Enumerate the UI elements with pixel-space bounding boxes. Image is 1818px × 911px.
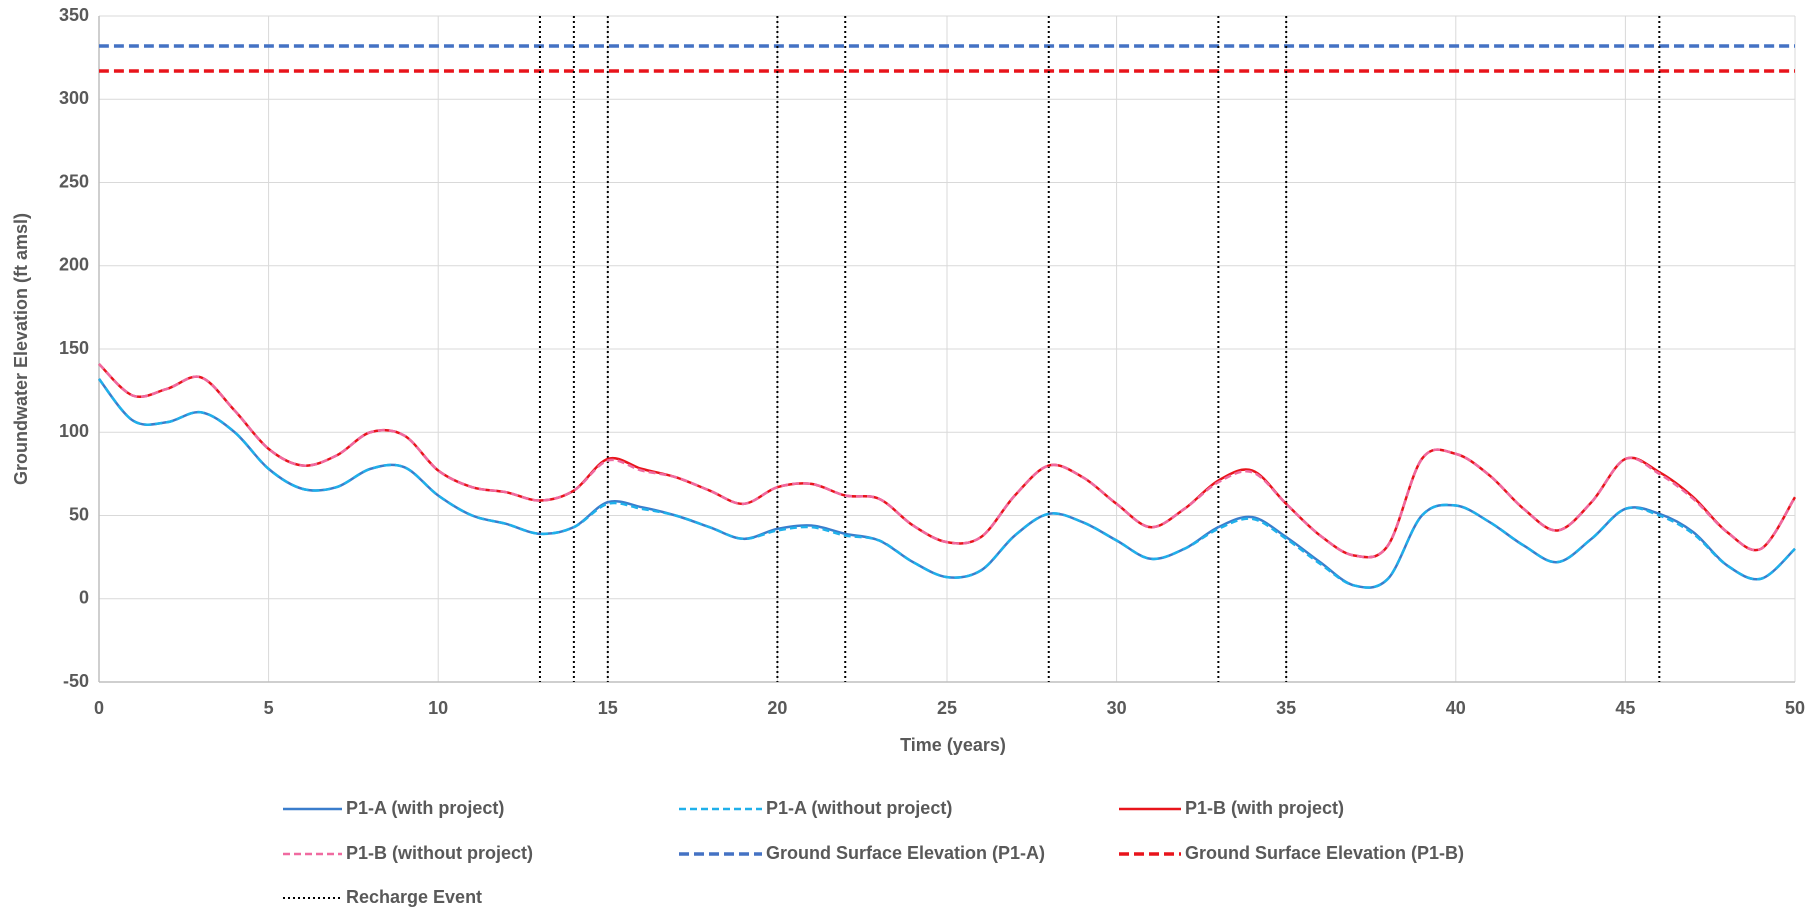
- y-tick-label: 100: [59, 421, 89, 441]
- x-tick-label: 20: [767, 698, 787, 718]
- y-tick-label: 150: [59, 338, 89, 358]
- legend-label: Recharge Event: [346, 887, 482, 907]
- x-tick-label: 15: [598, 698, 618, 718]
- legend-label: Ground Surface Elevation (P1-A): [766, 843, 1045, 863]
- x-tick-label: 40: [1446, 698, 1466, 718]
- y-tick-label: 0: [79, 588, 89, 608]
- y-tick-label: 250: [59, 171, 89, 191]
- x-tick-label: 0: [94, 698, 104, 718]
- y-tick-label: 300: [59, 88, 89, 108]
- x-tick-label: 10: [428, 698, 448, 718]
- legend-label: P1-B (with project): [1185, 798, 1344, 818]
- x-tick-label: 35: [1276, 698, 1296, 718]
- legend-label: P1-B (without project): [346, 843, 533, 863]
- series-line: [98, 363, 1797, 559]
- series-line: [98, 378, 1796, 589]
- x-tick-label: 50: [1785, 698, 1805, 718]
- y-tick-label: 50: [69, 504, 89, 524]
- legend-label: P1-A (with project): [346, 798, 504, 818]
- x-tick-label: 5: [264, 698, 274, 718]
- x-axis-title: Time (years): [900, 735, 1006, 755]
- x-tick-label: 25: [937, 698, 957, 718]
- legend-label: Ground Surface Elevation (P1-B): [1185, 843, 1464, 863]
- y-axis-title: Groundwater Elevation (ft amsl): [11, 213, 31, 485]
- x-tick-label: 30: [1107, 698, 1127, 718]
- y-tick-label: 350: [59, 5, 89, 25]
- x-tick-label: 45: [1615, 698, 1635, 718]
- legend-label: P1-A (without project): [766, 798, 952, 818]
- y-tick-label: -50: [63, 671, 89, 691]
- y-tick-label: 200: [59, 255, 89, 275]
